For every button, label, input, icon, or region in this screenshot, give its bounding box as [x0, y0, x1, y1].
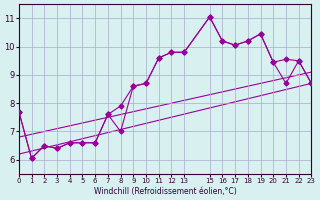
- X-axis label: Windchill (Refroidissement éolien,°C): Windchill (Refroidissement éolien,°C): [94, 187, 236, 196]
